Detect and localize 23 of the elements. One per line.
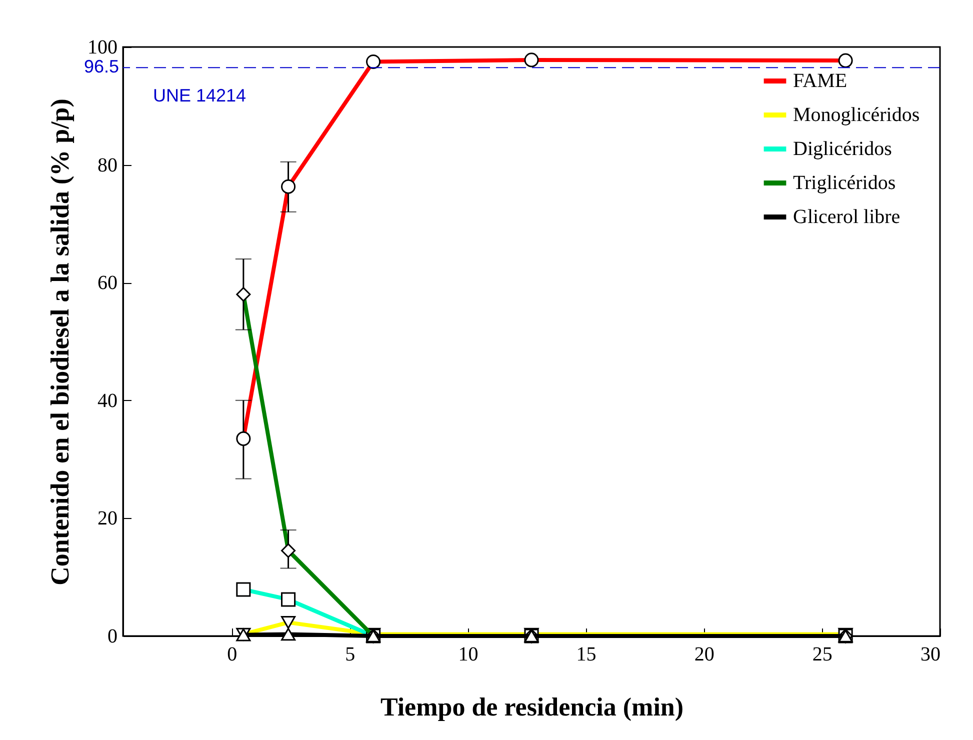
x-axis-title: Tiempo de residencia (min): [380, 692, 684, 722]
y-tick-label: 100: [88, 36, 118, 58]
x-tick-label: 20: [694, 644, 714, 666]
legend-label: Diglicéridos: [793, 138, 892, 160]
text: 96.5: [84, 56, 119, 77]
x-tick-label: 0: [227, 644, 238, 666]
y-tick-label: 0: [108, 626, 118, 648]
x-tick-label: 10: [458, 644, 478, 666]
x-tick-label: 5: [345, 644, 356, 666]
x-tick-label: 15: [576, 644, 596, 666]
legend-label: Triglicéridos: [793, 172, 896, 194]
y-axis-title: Contenido en el biodiesel a la salida (% p/p): [46, 98, 74, 586]
y-tick-label: 20: [98, 508, 118, 530]
point: [281, 628, 296, 641]
y-tick-label: 80: [98, 154, 118, 176]
legend-label: Monoglicéridos: [793, 104, 920, 126]
y-tick-label: 40: [98, 390, 118, 412]
legend-label: Glicerol libre: [793, 206, 900, 228]
ref-line-label: UNE 14214: [153, 86, 246, 106]
x-tick-label: 30: [920, 644, 940, 666]
legend-label: FAME: [793, 70, 848, 92]
y-tick-label: 60: [98, 272, 118, 294]
x-tick-label: 25: [812, 644, 832, 666]
